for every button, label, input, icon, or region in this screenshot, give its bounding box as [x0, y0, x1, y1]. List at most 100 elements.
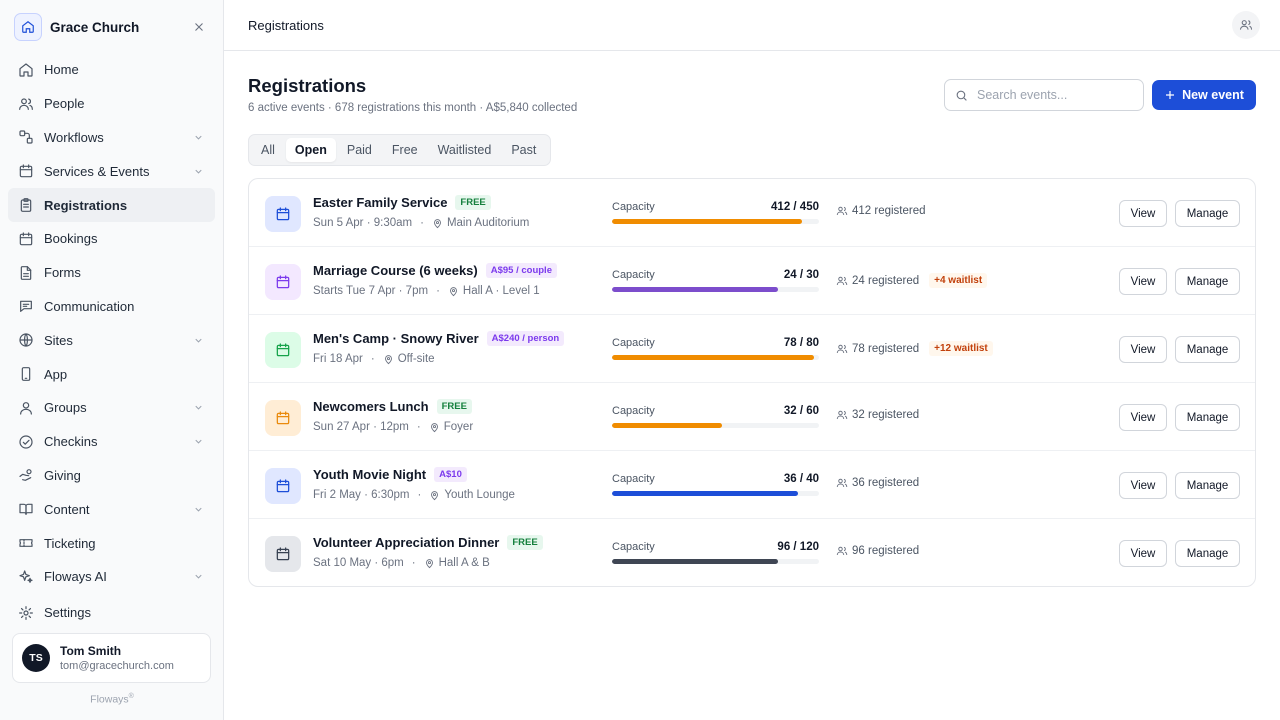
- view-button[interactable]: View: [1119, 472, 1167, 499]
- sidebar-item-groups[interactable]: Groups: [8, 391, 215, 425]
- sidebar-item-communication[interactable]: Communication: [8, 290, 215, 324]
- calendar-icon: [265, 536, 301, 572]
- close-icon[interactable]: [189, 17, 209, 37]
- event-name[interactable]: Volunteer Appreciation Dinner: [313, 535, 500, 550]
- manage-button[interactable]: Manage: [1175, 404, 1240, 431]
- sidebar-item-sites[interactable]: Sites: [8, 323, 215, 357]
- manage-button[interactable]: Manage: [1175, 268, 1240, 295]
- book-icon: [18, 501, 34, 517]
- event-name[interactable]: Marriage Course (6 weeks): [313, 263, 478, 278]
- event-list: Easter Family Service FREE Sun 5 Apr · 9:3…: [248, 178, 1256, 587]
- chevron-down-icon[interactable]: [193, 402, 205, 414]
- sidebar-item-ticketing[interactable]: Ticketing: [8, 526, 215, 560]
- view-button[interactable]: View: [1119, 540, 1167, 567]
- capacity-value: 96 / 120: [777, 541, 819, 553]
- people-icon: [836, 343, 848, 355]
- event-row[interactable]: Youth Movie Night A$10 Fri 2 May · 6:30pm ·…: [249, 451, 1255, 519]
- event-row[interactable]: Marriage Course (6 weeks) A$95 / couple St…: [249, 247, 1255, 315]
- tab-paid[interactable]: Paid: [346, 143, 372, 157]
- capacity-value: 32 / 60: [783, 405, 819, 417]
- manage-button[interactable]: Manage: [1175, 472, 1240, 499]
- chevron-down-icon[interactable]: [193, 503, 205, 515]
- sidebar-item-settings[interactable]: Settings: [8, 596, 215, 630]
- capacity-bar-fill: [612, 559, 778, 564]
- chevron-down-icon[interactable]: [193, 571, 205, 583]
- capacity-value: 412 / 450: [771, 201, 819, 213]
- user-card[interactable]: TS Tom Smith tom@gracechurch.com: [12, 633, 211, 683]
- capacity-bar-fill: [612, 219, 802, 224]
- hand-coin-icon: [18, 467, 34, 483]
- sidebar-item-forms[interactable]: Forms: [8, 256, 215, 290]
- sidebar-item-label: Giving: [44, 467, 81, 483]
- event-date: Fri 2 May · 6:30pm: [313, 489, 410, 501]
- sidebar-item-app[interactable]: App: [8, 357, 215, 391]
- tab-waitlisted[interactable]: Waitlisted: [437, 143, 492, 157]
- manage-button[interactable]: Manage: [1175, 200, 1240, 227]
- event-name[interactable]: Newcomers Lunch: [313, 399, 429, 414]
- capacity-bar-fill: [612, 423, 723, 428]
- sidebar-item-people[interactable]: People: [8, 87, 215, 121]
- calendar-icon: [265, 332, 301, 368]
- gear-icon: [18, 605, 34, 621]
- chevron-down-icon[interactable]: [193, 436, 205, 448]
- capacity-meter: Capacity 24 / 30: [612, 269, 819, 292]
- chevron-down-icon[interactable]: [193, 131, 205, 143]
- manage-button[interactable]: Manage: [1175, 540, 1240, 567]
- event-location: Foyer: [443, 421, 474, 433]
- event-row[interactable]: Newcomers Lunch FREE Sun 27 Apr · 12pm · Foy…: [249, 383, 1255, 451]
- new-event-button[interactable]: New event: [1152, 80, 1256, 110]
- event-location: Hall A & B: [438, 557, 490, 569]
- manage-button[interactable]: Manage: [1175, 336, 1240, 363]
- sidebar-item-services-events[interactable]: Services & Events: [8, 154, 215, 188]
- view-button[interactable]: View: [1119, 268, 1167, 295]
- sidebar-item-label: Settings: [44, 605, 91, 621]
- chevron-down-icon[interactable]: [193, 165, 205, 177]
- brand-header: Grace Church: [14, 13, 209, 41]
- people-icon: [18, 96, 34, 112]
- registered-count: 96 registered: [852, 545, 920, 557]
- sidebar-item-home[interactable]: Home: [8, 53, 215, 87]
- users-icon[interactable]: [1232, 11, 1260, 39]
- calendar-icon: [18, 163, 34, 179]
- event-name[interactable]: Youth Movie Night: [313, 467, 427, 482]
- event-date: Sat 10 May · 6pm: [313, 557, 404, 569]
- price-badge: A$95 / couple: [485, 263, 557, 278]
- tab-past[interactable]: Past: [511, 143, 537, 157]
- ticket-icon: [18, 535, 34, 551]
- event-name[interactable]: Easter Family Service: [313, 195, 448, 210]
- sidebar-item-checkins[interactable]: Checkins: [8, 425, 215, 459]
- registered-count: 24 registered: [852, 274, 920, 287]
- sidebar-item-workflows[interactable]: Workflows: [8, 121, 215, 155]
- user-name: Tom Smith: [60, 644, 122, 658]
- sidebar-item-registrations[interactable]: Registrations: [8, 188, 215, 222]
- plus-icon: [1164, 89, 1176, 101]
- tab-all[interactable]: All: [261, 143, 275, 157]
- sidebar-item-floways-ai[interactable]: Floways AI: [8, 560, 215, 594]
- tab-free[interactable]: Free: [391, 143, 418, 157]
- sidebar-item-content[interactable]: Content: [8, 492, 215, 526]
- event-name[interactable]: Men's Camp · Snowy River: [313, 331, 479, 346]
- event-row[interactable]: Easter Family Service FREE Sun 5 Apr · 9:3…: [249, 179, 1255, 247]
- view-button[interactable]: View: [1119, 404, 1167, 431]
- filter-tabs: All Open Paid Free Waitlisted Past: [248, 134, 552, 166]
- view-button[interactable]: View: [1119, 336, 1167, 363]
- search-box[interactable]: [944, 79, 1144, 111]
- event-row[interactable]: Volunteer Appreciation Dinner FREE Sat 10 …: [249, 519, 1255, 586]
- event-date: Sun 27 Apr · 12pm: [313, 421, 409, 433]
- sidebar-item-label: Workflows: [44, 129, 104, 145]
- sidebar-item-bookings[interactable]: Bookings: [8, 222, 215, 256]
- search-input[interactable]: [977, 88, 1127, 102]
- sidebar-item-label: Registrations: [44, 197, 128, 213]
- sidebar-item-giving[interactable]: Giving: [8, 459, 215, 493]
- sidebar-item-label: Sites: [44, 332, 73, 348]
- sidebar-item-label: App: [44, 366, 68, 382]
- sidebar-item-label: Home: [44, 62, 79, 78]
- tab-open[interactable]: Open: [285, 138, 336, 162]
- event-row[interactable]: Men's Camp · Snowy River A$240 / person Fr…: [249, 315, 1255, 383]
- people-icon: [836, 275, 848, 287]
- location-pin-icon: [429, 490, 440, 501]
- view-button[interactable]: View: [1119, 200, 1167, 227]
- capacity-label: Capacity: [612, 473, 655, 485]
- chevron-down-icon[interactable]: [193, 334, 205, 346]
- capacity-bar-fill: [612, 287, 778, 292]
